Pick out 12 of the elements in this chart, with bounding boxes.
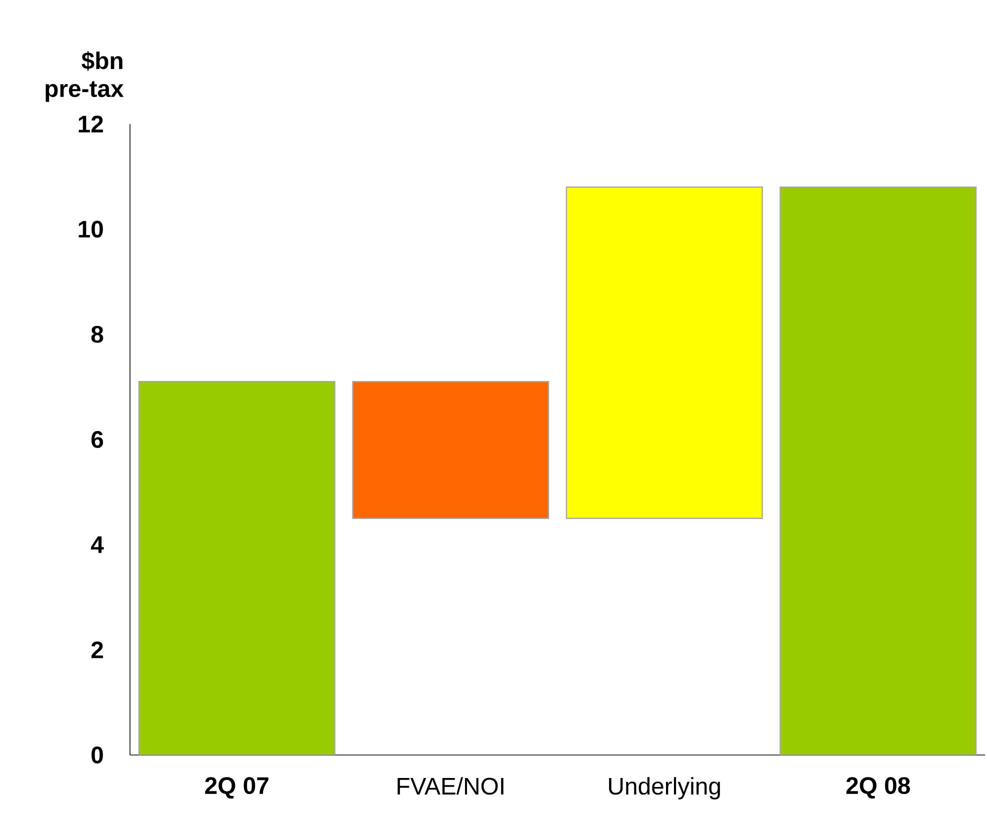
x-tick-label: 2Q 08 <box>846 777 910 799</box>
y-tick-label: 4 <box>90 536 104 553</box>
y-tick-label: 6 <box>91 431 104 448</box>
x-tick-label: 2Q 07 <box>205 777 268 799</box>
y-tick-label: 8 <box>91 326 104 343</box>
y-axis-title: $bn pre-tax <box>46 51 124 102</box>
y-tick-label: 0 <box>92 746 103 764</box>
x-tick-label: Underlying <box>609 777 720 800</box>
y-tick-label: 2 <box>91 641 103 658</box>
y-tick-label: 10 <box>78 220 103 238</box>
y-tick-label: 12 <box>78 116 103 132</box>
x-tick-label: FVAE/NOI <box>398 777 504 795</box>
